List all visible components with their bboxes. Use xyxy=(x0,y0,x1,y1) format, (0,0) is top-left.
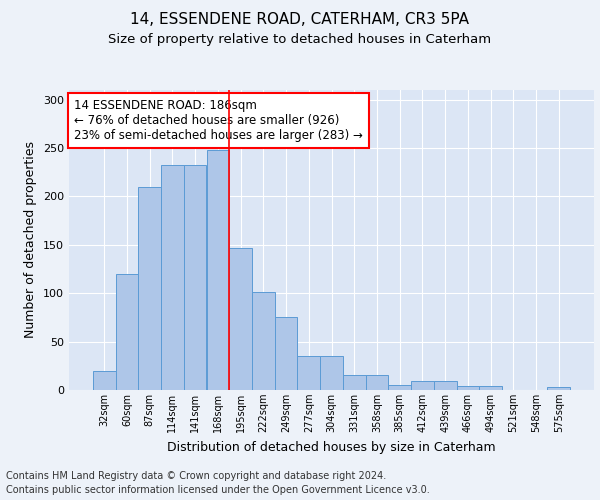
X-axis label: Distribution of detached houses by size in Caterham: Distribution of detached houses by size … xyxy=(167,440,496,454)
Text: 14, ESSENDENE ROAD, CATERHAM, CR3 5PA: 14, ESSENDENE ROAD, CATERHAM, CR3 5PA xyxy=(131,12,470,28)
Bar xyxy=(161,166,184,390)
Bar xyxy=(184,166,206,390)
Bar xyxy=(411,382,434,390)
Text: Contains HM Land Registry data © Crown copyright and database right 2024.: Contains HM Land Registry data © Crown c… xyxy=(6,471,386,481)
Bar xyxy=(434,382,457,390)
Bar xyxy=(298,356,320,390)
Bar xyxy=(388,385,411,390)
Bar xyxy=(275,318,298,390)
Bar xyxy=(457,386,479,390)
Y-axis label: Number of detached properties: Number of detached properties xyxy=(25,142,37,338)
Bar xyxy=(343,376,365,390)
Bar xyxy=(479,386,502,390)
Bar xyxy=(365,376,388,390)
Text: Size of property relative to detached houses in Caterham: Size of property relative to detached ho… xyxy=(109,32,491,46)
Bar xyxy=(547,387,570,390)
Bar xyxy=(206,150,229,390)
Bar xyxy=(139,187,161,390)
Bar xyxy=(252,292,275,390)
Bar xyxy=(116,274,139,390)
Bar xyxy=(93,370,116,390)
Bar xyxy=(229,248,252,390)
Text: 14 ESSENDENE ROAD: 186sqm
← 76% of detached houses are smaller (926)
23% of semi: 14 ESSENDENE ROAD: 186sqm ← 76% of detac… xyxy=(74,99,363,142)
Text: Contains public sector information licensed under the Open Government Licence v3: Contains public sector information licen… xyxy=(6,485,430,495)
Bar xyxy=(320,356,343,390)
